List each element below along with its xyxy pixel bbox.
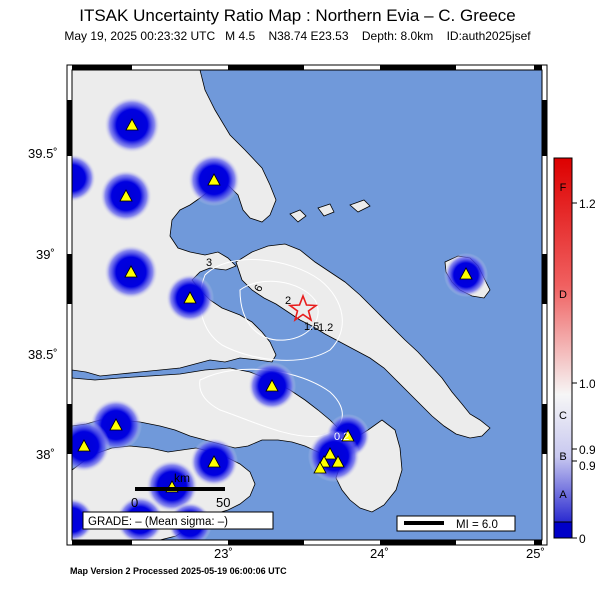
- lon-label: 24˚: [370, 546, 389, 561]
- station-marker: [109, 418, 123, 431]
- land-skopelos: [317, 203, 335, 217]
- mi-legend: MI = 6.0: [396, 515, 516, 532]
- station-marker: [459, 267, 473, 280]
- colorbar-value: 1.0: [579, 377, 595, 391]
- station-marker: [119, 189, 133, 202]
- map-frame: [66, 64, 548, 546]
- lon-label: 23˚: [214, 546, 233, 561]
- station-marker: [207, 173, 221, 186]
- scale-bar: km 0 50: [131, 471, 230, 510]
- scale-end: 50: [216, 495, 230, 510]
- grade-text: GRADE: – (Mean sigma: –): [88, 516, 228, 528]
- contour-label: 3: [206, 257, 212, 269]
- lat-label: 38.5˚: [28, 347, 58, 362]
- land-alonissos: [349, 199, 371, 213]
- land-skiathos: [289, 209, 307, 223]
- grade-legend: GRADE: – (Mean sigma: –): [82, 511, 274, 530]
- map-version-footer: Map Version 2 Processed 2025-05-19 06:00…: [70, 566, 287, 576]
- station-marker: [124, 265, 138, 278]
- map-title: ITSAK Uncertainty Ratio Map : Northern E…: [79, 6, 516, 25]
- station-marker: [77, 439, 91, 452]
- station-marker: [331, 455, 345, 468]
- lat-label: 39.5˚: [28, 146, 58, 161]
- lat-label: 38˚: [36, 447, 55, 462]
- map-subtitle: May 19, 2025 00:23:32 UTC M 4.5 N38.74 E…: [64, 29, 531, 43]
- scale-unit: km: [174, 471, 190, 485]
- station-marker: [125, 118, 139, 131]
- colorbar-value: 0.9: [579, 443, 595, 457]
- colorbar-letter: D: [559, 289, 567, 301]
- station-marker: [183, 291, 197, 304]
- colorbar-letter: A: [559, 489, 567, 501]
- contour-label: 2: [285, 295, 291, 307]
- lat-label: 39˚: [36, 247, 55, 262]
- epicenter-star: [287, 293, 319, 322]
- colorbar-letter: B: [559, 451, 566, 463]
- station-marker: [341, 429, 355, 442]
- station-marker: [323, 447, 337, 460]
- lon-label: 25˚: [526, 546, 545, 561]
- colorbar-value: 0: [579, 532, 586, 546]
- colorbar-value: 0.9: [579, 459, 595, 473]
- mi-text: MI = 6.0: [456, 519, 498, 531]
- scale-start: 0: [131, 495, 138, 510]
- land-evia: [235, 243, 491, 439]
- colorbar: F D C B A 1.2 1.0 0.9 0.9 0: [553, 157, 595, 546]
- contour-label: 0.2: [334, 431, 349, 443]
- contour-label: 6: [252, 283, 265, 294]
- station-marker: [313, 461, 327, 474]
- colorbar-letter: F: [560, 182, 567, 194]
- station-marker: [265, 379, 279, 392]
- contour-label: 1.2: [318, 322, 333, 334]
- colorbar-value: 1.2: [579, 197, 595, 211]
- colorbar-letter: C: [559, 410, 567, 422]
- station-marker: [207, 455, 221, 468]
- contour-label: 1.5: [304, 321, 319, 333]
